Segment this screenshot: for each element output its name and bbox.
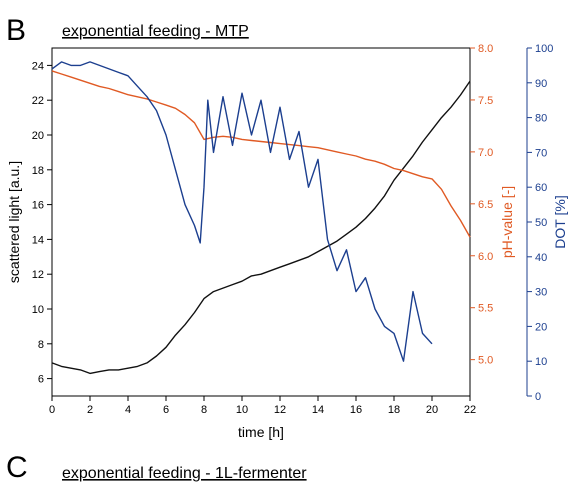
panel-title-b: exponential feeding - MTP [62, 23, 249, 40]
series-line-ph [51, 70, 471, 238]
dot-tick-label: 50 [535, 217, 547, 229]
dot-tick-label: 60 [535, 182, 547, 194]
ph-axis-title: pH-value [-] [499, 186, 515, 258]
scattered-tick-label: 20 [32, 130, 44, 142]
scattered-tick-label: 22 [32, 95, 44, 107]
scattered-tick-label: 6 [38, 374, 44, 386]
x-tick-label: 6 [163, 404, 169, 416]
x-tick-label: 14 [312, 404, 324, 416]
scattered-tick-label: 10 [32, 304, 44, 316]
ph-axis: 5.0 5.5 6.0 6.5 7.0 7.5 8.0 [470, 43, 493, 367]
x-tick-label: 20 [426, 404, 438, 416]
x-tick-label: 18 [388, 404, 400, 416]
dot-tick-label: 100 [535, 43, 553, 55]
scattered-tick-label: 24 [32, 60, 44, 72]
dot-axis: 0 10 20 30 40 50 60 70 80 90 100 [527, 43, 553, 403]
x-tick-label: 8 [201, 404, 207, 416]
ph-tick-label: 5.0 [478, 355, 493, 367]
panel-letter-c: C [6, 451, 28, 484]
scattered-tick-label: 8 [38, 339, 44, 351]
scattered-axis-title: scattered light [a.u.] [6, 161, 22, 283]
ph-tick-label: 6.5 [478, 199, 493, 211]
plot-frame [51, 47, 471, 397]
ph-tick-label: 5.5 [478, 303, 493, 315]
dot-tick-label: 40 [535, 252, 547, 264]
dot-tick-label: 90 [535, 78, 547, 90]
x-tick-label: 22 [464, 404, 476, 416]
ph-tick-label: 7.5 [478, 95, 493, 107]
dot-tick-label: 80 [535, 113, 547, 125]
scattered-tick-label: 18 [32, 165, 44, 177]
x-tick-label: 4 [125, 404, 131, 416]
dot-tick-label: 30 [535, 287, 547, 299]
dot-axis-title: DOT [%] [552, 195, 568, 248]
x-tick-label: 2 [87, 404, 93, 416]
dot-tick-label: 0 [535, 391, 541, 403]
scattered-tick-label: 12 [32, 269, 44, 281]
scattered-tick-label: 14 [32, 234, 44, 246]
series-group [51, 61, 471, 375]
panel-letter-b: B [6, 14, 26, 47]
scattered-tick-label: 16 [32, 200, 44, 212]
dot-tick-label: 10 [535, 356, 547, 368]
ph-tick-label: 6.0 [478, 251, 493, 263]
ph-tick-label: 7.0 [478, 147, 493, 159]
dot-tick-label: 20 [535, 321, 547, 333]
x-tick-label: 0 [49, 404, 55, 416]
x-axis: 0 2 4 6 8 10 12 14 16 18 20 22 [49, 396, 476, 416]
x-tick-label: 12 [274, 404, 286, 416]
x-tick-label: 10 [236, 404, 248, 416]
scattered-light-axis: 6 8 10 12 14 16 18 20 22 24 [32, 60, 52, 386]
panel-title-c: exponential feeding - 1L-fermenter [62, 465, 307, 482]
dot-tick-label: 70 [535, 147, 547, 159]
series-line-dot [51, 61, 433, 362]
x-tick-label: 16 [350, 404, 362, 416]
ph-tick-label: 8.0 [478, 43, 493, 55]
series-line-scattered [51, 80, 471, 375]
x-axis-title: time [h] [238, 424, 284, 440]
